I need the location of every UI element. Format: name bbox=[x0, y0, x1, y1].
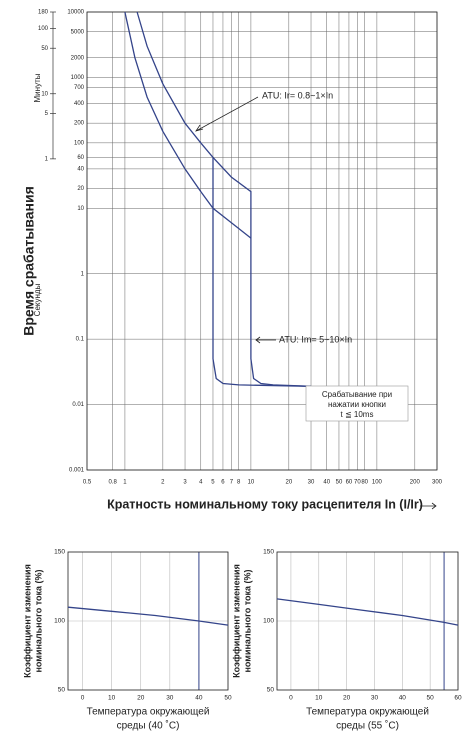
x-tick-label: 100 bbox=[372, 480, 383, 486]
x-tick-label: 40 bbox=[323, 480, 330, 486]
x-label: Кратность номинальному току расцепителя … bbox=[107, 497, 423, 511]
x-tick-label: 8 bbox=[237, 480, 241, 486]
x-tick-label: 1 bbox=[123, 480, 127, 486]
x-tick-label: 50 bbox=[224, 695, 232, 702]
annotation-arrow bbox=[195, 96, 259, 132]
y-tick-label: 150 bbox=[263, 549, 274, 556]
curve bbox=[124, 11, 252, 239]
x-tick-label: 50 bbox=[336, 480, 343, 486]
annotation: ATU: Ir= 0.8~1×In bbox=[262, 90, 333, 100]
x-tick-label: 10 bbox=[248, 480, 255, 486]
x-tick-label: 30 bbox=[371, 695, 379, 702]
y-tick-label: 5000 bbox=[71, 29, 85, 35]
y-tick-label: 0.01 bbox=[72, 402, 84, 408]
y-label: Время срабатывания bbox=[21, 186, 37, 336]
x-tick-label: 10 bbox=[315, 695, 323, 702]
y-tick-label: 100 bbox=[54, 618, 65, 625]
annotation: нажатии кнопки bbox=[328, 400, 386, 409]
plot-frame bbox=[276, 551, 459, 691]
x-tick-label: 40 bbox=[399, 695, 407, 702]
x-tick-label: 30 bbox=[308, 480, 315, 486]
y2-tick-label: 10 bbox=[41, 91, 48, 97]
x-label: Температура окружающей bbox=[306, 707, 429, 718]
x-tick-label: 20 bbox=[137, 695, 145, 702]
x-tick-label: 0 bbox=[289, 695, 293, 702]
y-tick-label: 50 bbox=[58, 687, 66, 694]
x-tick-label: 7 bbox=[230, 480, 234, 486]
annotation-box bbox=[305, 385, 409, 422]
y-tick-label: 100 bbox=[263, 618, 274, 625]
y2-tick-label: 50 bbox=[41, 46, 48, 52]
x-tick-label: 300 bbox=[432, 480, 443, 486]
y-label: номинального тока (%) bbox=[33, 569, 43, 672]
y-tick-label: 60 bbox=[77, 155, 84, 161]
x-tick-label: 20 bbox=[285, 480, 292, 486]
plot-frame bbox=[86, 11, 438, 471]
x-tick-label: 80 bbox=[361, 480, 368, 486]
y-tick-label: 2000 bbox=[71, 55, 85, 61]
curve bbox=[276, 598, 459, 626]
y2-tick-label: 1 bbox=[45, 156, 49, 162]
x-label: среды (55 ˚C) bbox=[336, 720, 399, 732]
x-tick-label: 30 bbox=[166, 695, 174, 702]
y-tick-label: 1000 bbox=[71, 75, 85, 81]
y2-label: Минуты bbox=[33, 73, 42, 102]
x-label: среды (40 ˚C) bbox=[117, 720, 180, 732]
annotation: Срабатывание при bbox=[322, 390, 392, 399]
y2-tick-label: 180 bbox=[38, 10, 49, 16]
x-tick-label: 20 bbox=[343, 695, 351, 702]
y-label: номинального тока (%) bbox=[242, 569, 252, 672]
x-tick-label: 50 bbox=[427, 695, 435, 702]
x-tick-label: 0.8 bbox=[109, 480, 118, 486]
x-tick-label: 40 bbox=[195, 695, 203, 702]
y-tick-label: 0.1 bbox=[76, 337, 85, 343]
annotation: t ≦ 10ms bbox=[341, 410, 374, 419]
x-arrow bbox=[420, 502, 437, 510]
x-tick-label: 0 bbox=[81, 695, 85, 702]
x-tick-label: 70 bbox=[354, 480, 361, 486]
x-tick-label: 0.5 bbox=[83, 480, 92, 486]
curve bbox=[212, 157, 312, 387]
y-tick-label: 1 bbox=[81, 271, 85, 277]
x-tick-label: 3 bbox=[183, 480, 187, 486]
x-tick-label: 4 bbox=[199, 480, 203, 486]
y-tick-label: 10000 bbox=[67, 10, 84, 16]
y-label: Коэффициент изменения bbox=[231, 564, 241, 678]
curve bbox=[67, 606, 229, 626]
x-tick-label: 200 bbox=[410, 480, 421, 486]
y-tick-label: 10 bbox=[77, 206, 84, 212]
x-tick-label: 60 bbox=[454, 695, 462, 702]
y-tick-label: 400 bbox=[74, 101, 85, 107]
annotation: ATU: Im= 5~10×In bbox=[279, 334, 352, 344]
y-tick-label: 200 bbox=[74, 121, 85, 127]
plot-frame bbox=[67, 551, 229, 691]
x-label: Температура окружающей bbox=[87, 707, 210, 718]
y-tick-label: 700 bbox=[74, 85, 85, 91]
y-tick-label: 100 bbox=[74, 140, 85, 146]
x-tick-label: 6 bbox=[221, 480, 225, 486]
y-label: Коэффициент изменения bbox=[22, 564, 32, 678]
y-tick-label: 150 bbox=[54, 549, 65, 556]
y-tick-label: 20 bbox=[77, 186, 84, 192]
y1-label: Секунды bbox=[33, 283, 42, 316]
y2-tick-label: 5 bbox=[45, 111, 49, 117]
y-tick-label: 40 bbox=[77, 166, 84, 172]
y-tick-label: 0.001 bbox=[69, 468, 85, 474]
annotation-arrow bbox=[255, 336, 276, 344]
x-tick-label: 10 bbox=[108, 695, 116, 702]
curve bbox=[136, 11, 312, 387]
y-tick-label: 50 bbox=[267, 687, 275, 694]
y2-tick-label: 100 bbox=[38, 26, 49, 32]
x-tick-label: 2 bbox=[161, 480, 165, 486]
x-tick-label: 60 bbox=[346, 480, 353, 486]
x-tick-label: 5 bbox=[211, 480, 215, 486]
